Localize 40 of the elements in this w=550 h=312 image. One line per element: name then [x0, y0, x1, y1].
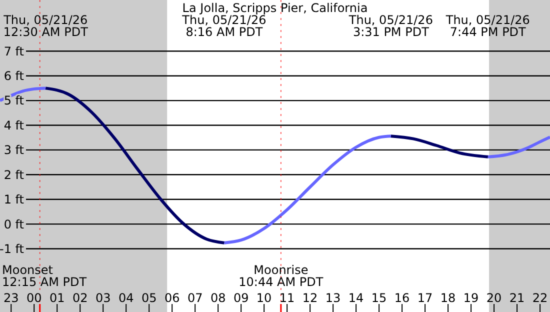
y-tick-label: 6 ft: [4, 69, 24, 84]
x-tick-label: 00: [26, 291, 42, 305]
x-tick-label: 08: [210, 291, 226, 305]
x-tick-label: 18: [440, 291, 456, 305]
y-tick-label: 7 ft: [4, 44, 24, 58]
x-tick-label: 11: [279, 291, 295, 305]
x-tick-label: 14: [348, 291, 364, 305]
y-tick-label: 4 ft: [4, 118, 24, 132]
x-tick-label: 15: [371, 291, 387, 305]
y-tick-label: 2 ft: [4, 168, 24, 182]
x-tick-label: 07: [187, 291, 203, 305]
x-tick-label: 22: [532, 291, 548, 305]
y-tick-label: 3 ft: [4, 143, 24, 158]
x-tick-label: 05: [141, 291, 157, 305]
x-tick-label: 06: [164, 291, 180, 305]
y-tick-label: 5 ft: [4, 94, 24, 108]
annotation: Thu, 05/21/26 12:30 AM PDT: [2, 13, 89, 39]
x-tick-label: 03: [95, 291, 111, 305]
x-tick-label: 10: [256, 291, 272, 305]
x-tick-label: 20: [486, 291, 502, 305]
x-tick-label: 16: [394, 291, 410, 305]
x-tick-label: 01: [49, 291, 65, 305]
x-tick-label: 09: [233, 291, 249, 305]
y-tick-label: 1 ft: [4, 192, 24, 207]
annotation: Thu, 05/21/26 7:44 PM PDT: [444, 13, 530, 39]
annotation: Thu, 05/21/26 8:16 AM PDT: [181, 13, 266, 39]
x-tick-label: 21: [509, 291, 525, 305]
ref-line-label: Moonrise 10:44 AM PDT: [238, 263, 324, 289]
x-tick-label: 04: [118, 291, 134, 305]
x-tick-label: 23: [3, 291, 19, 305]
x-tick-label: 17: [417, 291, 433, 305]
ref-line-label: Moonset 12:15 AM PDT: [2, 263, 88, 289]
y-tick-label: 0 ft: [4, 217, 24, 232]
x-tick-label: 19: [463, 291, 479, 305]
x-tick-label: 02: [72, 291, 88, 305]
x-tick-label: 13: [325, 291, 341, 305]
x-tick-label: 12: [302, 291, 318, 305]
chart-title: La Jolla, Scripps Pier, California: [182, 1, 368, 15]
annotation: Thu, 05/21/26 3:31 PM PDT: [348, 13, 433, 39]
y-tick-label: -1 ft: [0, 242, 24, 256]
